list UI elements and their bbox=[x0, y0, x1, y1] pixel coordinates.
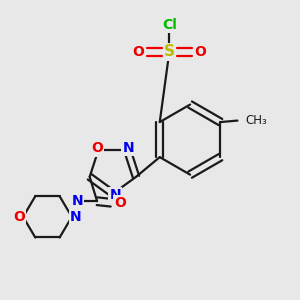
Text: O: O bbox=[13, 210, 25, 224]
Text: O: O bbox=[195, 45, 206, 59]
Text: Cl: Cl bbox=[162, 18, 177, 32]
Text: CH₃: CH₃ bbox=[245, 114, 267, 127]
Text: O: O bbox=[114, 196, 126, 210]
Text: N: N bbox=[70, 210, 82, 224]
Text: O: O bbox=[132, 45, 144, 59]
Text: N: N bbox=[71, 194, 83, 208]
Text: N: N bbox=[110, 188, 121, 202]
Text: S: S bbox=[164, 44, 175, 59]
Text: N: N bbox=[122, 141, 134, 155]
Text: O: O bbox=[91, 141, 103, 155]
